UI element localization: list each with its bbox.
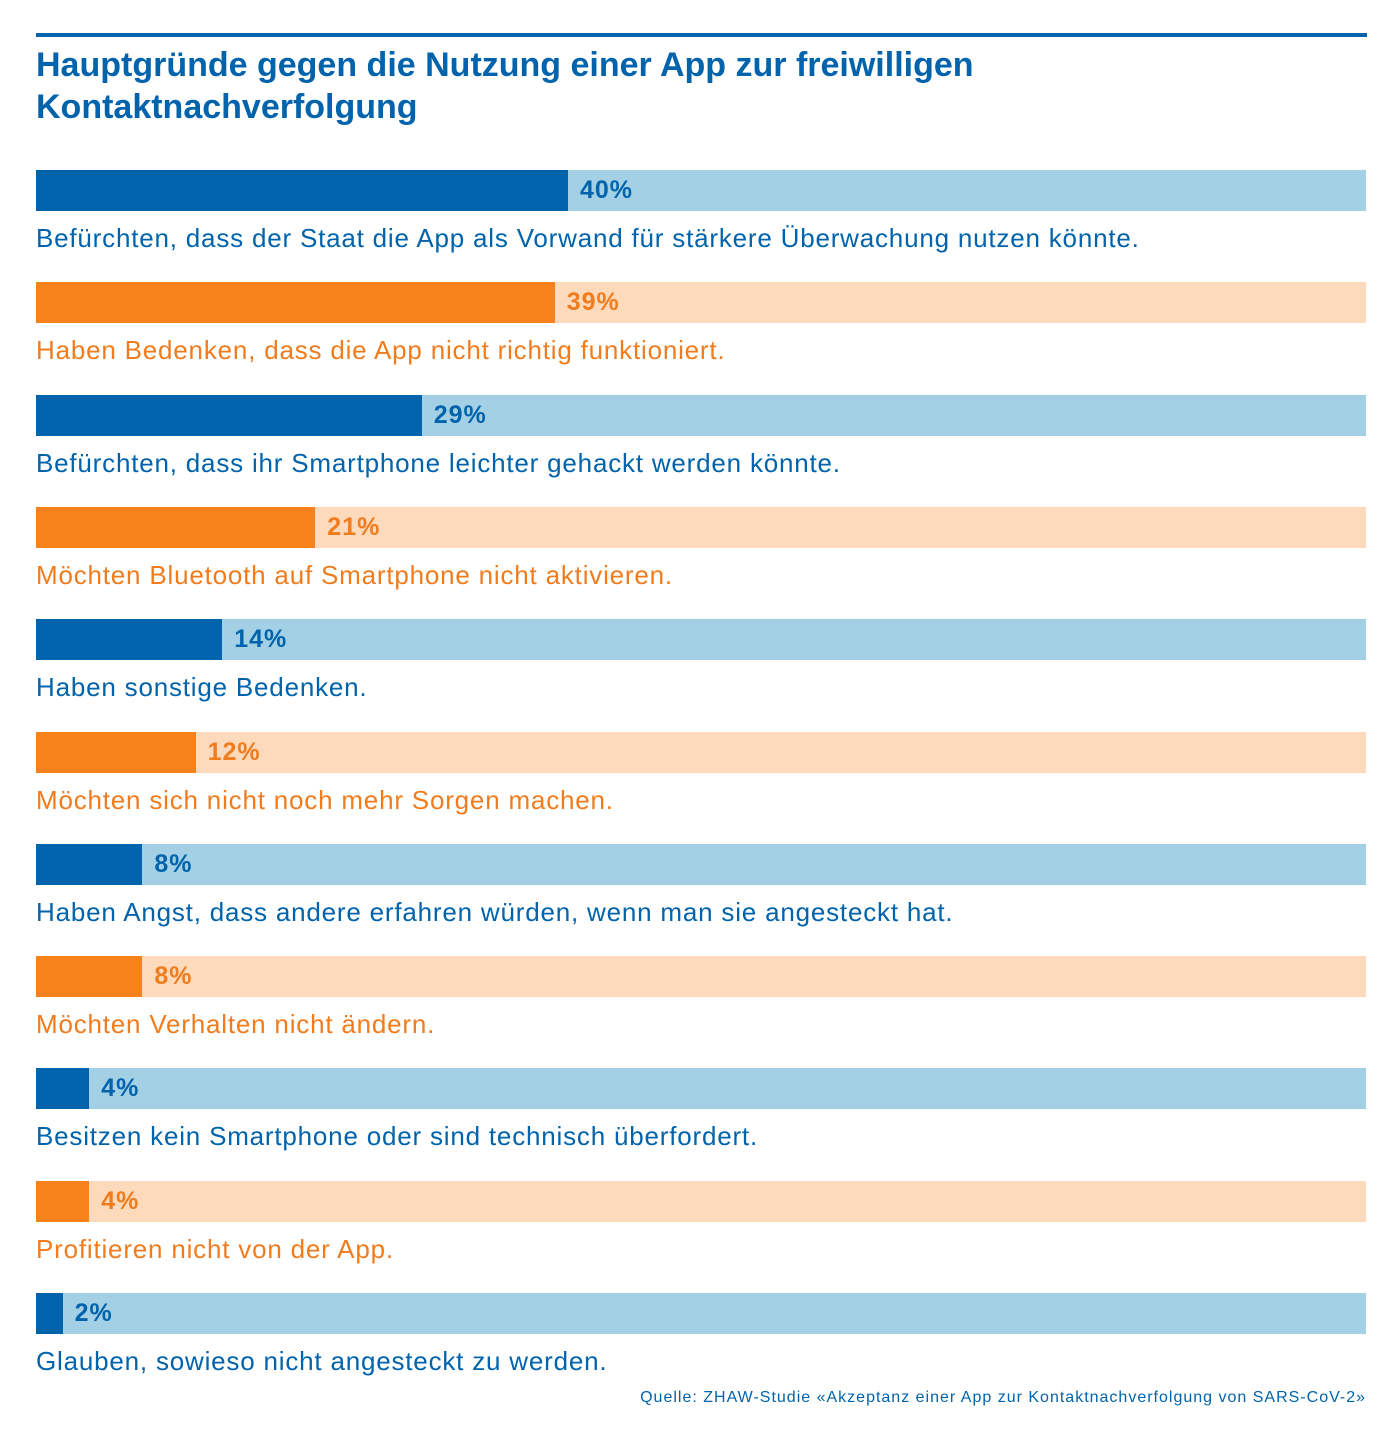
data-label: 29% <box>433 400 487 429</box>
data-label: 39% <box>566 288 620 317</box>
bar-row: 4% Profitieren nicht von der App. <box>36 1180 1366 1293</box>
bar-track <box>36 506 1366 548</box>
data-label: 12% <box>207 737 261 766</box>
bar-row: 2% Glauben, sowieso nicht angesteckt zu w… <box>36 1293 1366 1405</box>
category-label: Möchten Bluetooth auf Smartphone nicht a… <box>36 559 673 590</box>
chart-title: Hauptgründe gegen die Nutzung einer App … <box>36 46 974 126</box>
bar-track <box>36 394 1366 436</box>
category-label: Profitieren nicht von der App. <box>36 1233 394 1264</box>
category-label: Besitzen kein Smartphone oder sind techn… <box>36 1121 758 1152</box>
bar-track <box>36 1068 1366 1110</box>
bar <box>36 843 143 885</box>
bar-track <box>36 956 1366 998</box>
bar-row: 39% Haben Bedenken, dass die App nicht ri… <box>36 282 1366 394</box>
category-label: Haben Bedenken, dass die App nicht richt… <box>36 335 726 366</box>
bar <box>36 731 196 773</box>
bar-track <box>36 731 1366 773</box>
bar <box>36 394 422 436</box>
bar-track <box>36 843 1366 885</box>
bar <box>36 1068 90 1110</box>
bar-row: 8% Möchten Verhalten nicht ändern. <box>36 956 1366 1068</box>
bar-track <box>36 282 1366 324</box>
category-label: Glauben, sowieso nicht angesteckt zu wer… <box>36 1346 608 1376</box>
data-label: 8% <box>154 962 193 991</box>
bar <box>36 282 555 324</box>
bar-row: 8% Haben Angst, dass andere erfahren würd… <box>36 843 1366 956</box>
bar <box>36 956 143 998</box>
bar <box>36 1293 63 1334</box>
category-label: Haben Angst, dass andere erfahren würden… <box>36 896 954 927</box>
bar-row: 12% Möchten sich nicht noch mehr Sorgen m… <box>36 731 1366 844</box>
bar-track <box>36 170 1366 211</box>
bar-track <box>36 1180 1366 1222</box>
bar-chart: 40% Befürchten, dass der Staat die App al… <box>36 170 1366 1390</box>
bar-row: 21% Möchten Bluetooth auf Smartphone nich… <box>36 506 1366 619</box>
data-label: 4% <box>101 1074 140 1103</box>
bar <box>36 1180 90 1222</box>
bar-track <box>36 619 1366 661</box>
data-label: 21% <box>327 512 381 541</box>
top-rule <box>36 33 1367 37</box>
bar-row: 29% Befürchten, dass ihr Smartphone leich… <box>36 394 1366 507</box>
bar-row: 4% Besitzen kein Smartphone oder sind tec… <box>36 1068 1366 1180</box>
bar-track <box>36 1293 1366 1334</box>
category-label: Befürchten, dass der Staat die App als V… <box>36 223 1140 253</box>
data-label: 8% <box>154 849 193 878</box>
bar <box>36 619 223 661</box>
source-note: Quelle: ZHAW-Studie «Akzeptanz einer App… <box>640 1389 1366 1406</box>
data-label: 40% <box>580 176 634 204</box>
category-label: Befürchten, dass ihr Smartphone leichter… <box>36 447 841 478</box>
data-label: 14% <box>234 625 288 654</box>
data-label: 2% <box>74 1299 113 1327</box>
bar <box>36 506 316 548</box>
bar-row: 40% Befürchten, dass der Staat die App al… <box>36 170 1366 282</box>
category-label: Haben sonstige Bedenken. <box>36 672 368 703</box>
bar-row: 14% Haben sonstige Bedenken. <box>36 619 1366 731</box>
bar <box>36 170 568 211</box>
category-label: Möchten sich nicht noch mehr Sorgen mach… <box>36 784 614 815</box>
data-label: 4% <box>101 1186 140 1215</box>
category-label: Möchten Verhalten nicht ändern. <box>36 1009 436 1040</box>
